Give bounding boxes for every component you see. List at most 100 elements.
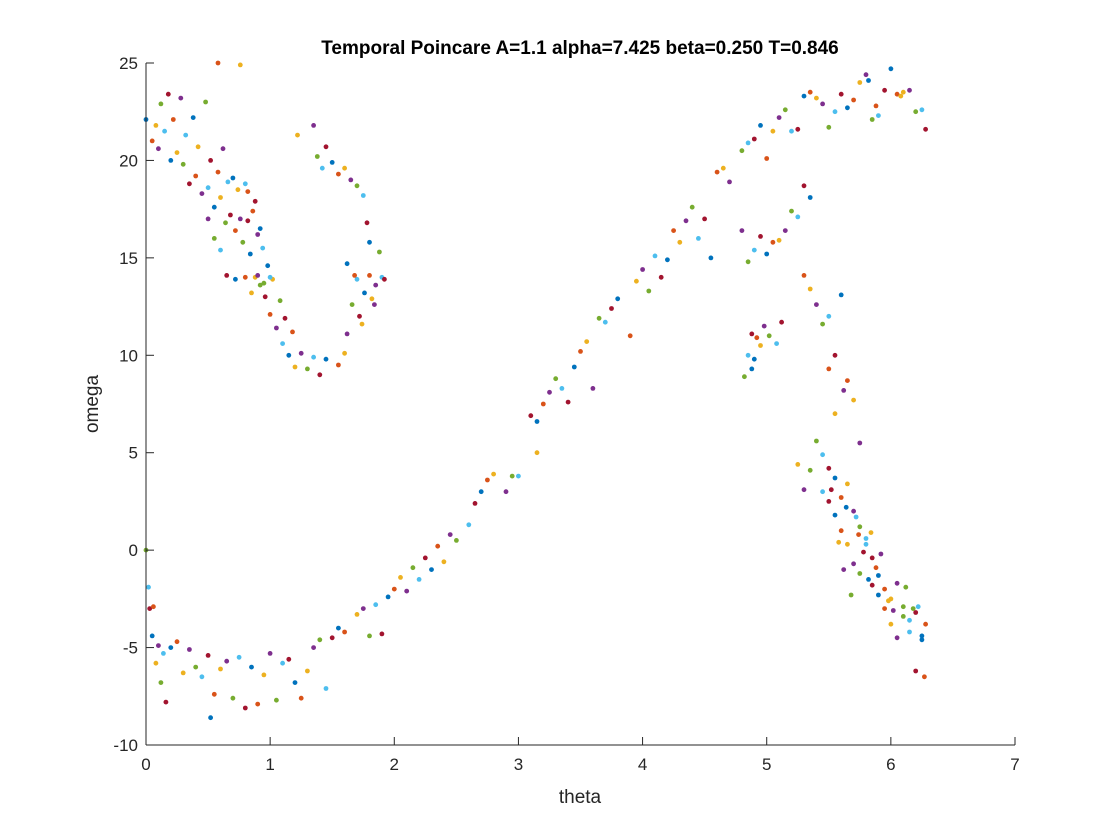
y-axis-title: omega [82, 375, 103, 434]
data-point [845, 105, 850, 111]
data-point [863, 541, 869, 547]
data-point [362, 290, 367, 296]
data-point [274, 697, 279, 703]
data-point [158, 680, 164, 685]
data-point [714, 169, 720, 175]
y-tick-label: 10 [119, 346, 138, 365]
data-point [761, 323, 767, 329]
data-point [923, 126, 928, 132]
data-point [211, 691, 217, 697]
data-point [774, 341, 779, 346]
data-point [919, 633, 925, 639]
y-tick-label: 25 [119, 54, 138, 73]
data-point [826, 124, 832, 130]
data-point [359, 321, 365, 327]
data-point [257, 282, 263, 288]
data-point [190, 115, 196, 120]
data-point [165, 91, 171, 97]
data-point [845, 378, 850, 383]
data-point [869, 582, 875, 588]
data-point [900, 89, 906, 95]
data-point [429, 567, 434, 572]
y-tick-label: 15 [119, 249, 138, 268]
x-tick-label: 1 [265, 755, 274, 774]
data-point [590, 386, 596, 391]
data-point [161, 651, 166, 656]
data-point [832, 512, 838, 518]
data-point [869, 555, 875, 561]
data-point [516, 473, 521, 479]
data-point [174, 639, 180, 645]
x-tick-label: 3 [514, 755, 523, 774]
data-point [193, 664, 199, 670]
data-point [149, 633, 155, 639]
data-point [528, 413, 534, 419]
data-point [277, 298, 283, 304]
data-point [903, 584, 909, 590]
data-point [280, 660, 285, 666]
data-point [286, 352, 292, 358]
data-point [869, 117, 875, 122]
data-point [913, 610, 919, 615]
data-point [890, 608, 896, 613]
data-point [369, 296, 375, 302]
data-point [882, 87, 887, 93]
data-point [373, 282, 379, 288]
data-point [149, 138, 155, 144]
data-point [838, 292, 844, 298]
data-point [344, 331, 350, 337]
data-point [305, 366, 310, 372]
data-point [742, 374, 747, 380]
data-point [267, 312, 273, 317]
y-tick-label: -5 [123, 639, 138, 658]
data-point [922, 674, 927, 680]
data-point [295, 132, 300, 138]
data-point [257, 226, 263, 232]
data-point [845, 481, 850, 487]
data-point [211, 204, 217, 210]
data-point [828, 487, 834, 493]
data-point [861, 549, 866, 555]
data-point [888, 66, 894, 72]
data-point [354, 276, 360, 282]
data-point [478, 489, 484, 495]
data-point [298, 695, 304, 701]
data-point [187, 181, 192, 187]
data-point [868, 530, 874, 535]
data-point [151, 604, 156, 610]
data-point [228, 212, 233, 218]
data-point [398, 575, 403, 580]
data-point [224, 273, 230, 278]
data-point [826, 313, 832, 319]
data-point [195, 144, 201, 150]
data-point [841, 388, 847, 393]
data-point [503, 489, 509, 495]
data-point [739, 228, 745, 234]
data-point [758, 343, 763, 348]
data-point [323, 686, 329, 691]
data-point [652, 253, 658, 259]
chart-title: Temporal Poincare A=1.1 alpha=7.425 beta… [321, 38, 839, 59]
data-point [751, 247, 757, 253]
data-point [782, 107, 788, 113]
data-point [866, 577, 871, 582]
data-point [211, 236, 217, 241]
data-point [329, 160, 335, 165]
data-point [900, 604, 906, 610]
data-point [311, 645, 316, 650]
data-point [485, 477, 490, 483]
data-point [311, 123, 316, 128]
data-point [665, 257, 670, 263]
data-point [727, 179, 732, 185]
data-point [838, 528, 844, 534]
data-point [199, 674, 205, 680]
data-point [758, 123, 763, 128]
data-point [801, 93, 807, 99]
data-point [807, 195, 813, 200]
data-point [882, 586, 887, 592]
data-point [237, 62, 243, 68]
data-point [764, 251, 770, 257]
y-tick-label: 0 [129, 541, 138, 560]
data-point [776, 237, 782, 243]
data-point [255, 701, 261, 707]
